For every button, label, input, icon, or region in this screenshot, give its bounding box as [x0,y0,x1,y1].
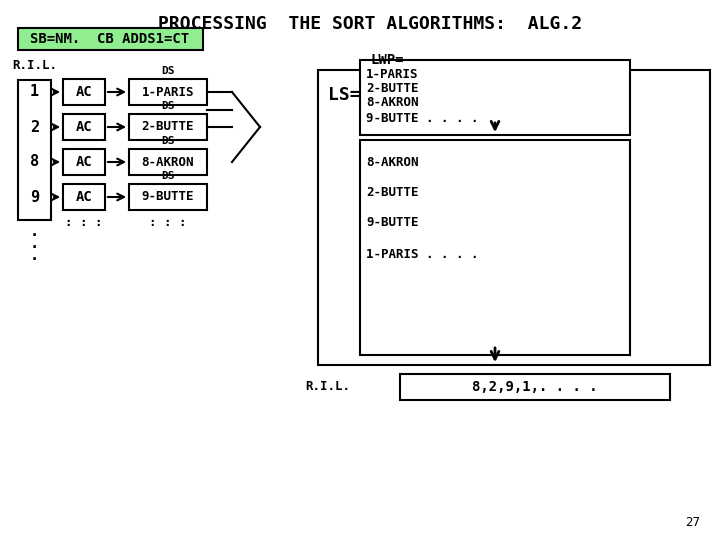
Text: 9-BUTTE . . . .: 9-BUTTE . . . . [366,111,479,125]
Text: AC: AC [76,85,92,99]
Text: PROCESSING  THE SORT ALGORITHMS:  ALG.2: PROCESSING THE SORT ALGORITHMS: ALG.2 [158,15,582,33]
Bar [63,184,105,210]
Text: R.I.L.: R.I.L. [12,59,57,72]
Text: 8: 8 [30,154,39,170]
Bar [63,79,105,105]
Text: 2-BUTTE: 2-BUTTE [366,186,418,199]
Bar [318,70,710,365]
Text: DS: DS [161,136,175,146]
Bar [129,149,207,175]
Text: 8-AKRON: 8-AKRON [142,156,194,168]
Bar [18,28,203,50]
Text: 27: 27 [685,516,700,529]
Text: LWP=: LWP= [370,53,403,67]
Text: DS: DS [161,171,175,181]
Text: .: . [30,237,39,252]
Text: .: . [30,248,39,264]
Bar [360,140,630,355]
Bar [63,114,105,140]
Text: 9: 9 [30,190,39,205]
Text: AC: AC [76,155,92,169]
Text: .: . [30,225,39,240]
Text: R.I.L.: R.I.L. [305,381,350,394]
Text: 1-PARIS . . . .: 1-PARIS . . . . [366,248,479,261]
Bar [400,374,670,400]
Text: 8-AKRON: 8-AKRON [366,156,418,168]
Bar [129,79,207,105]
Text: 2-BUTTE: 2-BUTTE [366,82,418,94]
Bar [18,80,51,220]
Text: 9-BUTTE: 9-BUTTE [142,191,194,204]
Text: DS: DS [161,101,175,111]
Text: SB=NM.  CB ADDS1=CT: SB=NM. CB ADDS1=CT [30,32,189,46]
Text: DS: DS [161,66,175,76]
Text: 2: 2 [30,119,39,134]
Bar [129,184,207,210]
Text: : : :: : : : [149,215,186,228]
Bar [129,114,207,140]
Text: 8,2,9,1,. . . .: 8,2,9,1,. . . . [472,380,598,394]
Text: 1-PARIS: 1-PARIS [366,68,418,80]
Text: AC: AC [76,120,92,134]
Text: 2-BUTTE: 2-BUTTE [142,120,194,133]
Bar [63,149,105,175]
Text: 1-PARIS: 1-PARIS [142,85,194,98]
Text: 9-BUTTE: 9-BUTTE [366,215,418,228]
Text: 8-AKRON: 8-AKRON [366,97,418,110]
Bar [360,60,630,135]
Text: LS=: LS= [328,86,361,104]
Text: 1: 1 [30,84,39,99]
Text: AC: AC [76,190,92,204]
Text: : : :: : : : [66,215,103,228]
